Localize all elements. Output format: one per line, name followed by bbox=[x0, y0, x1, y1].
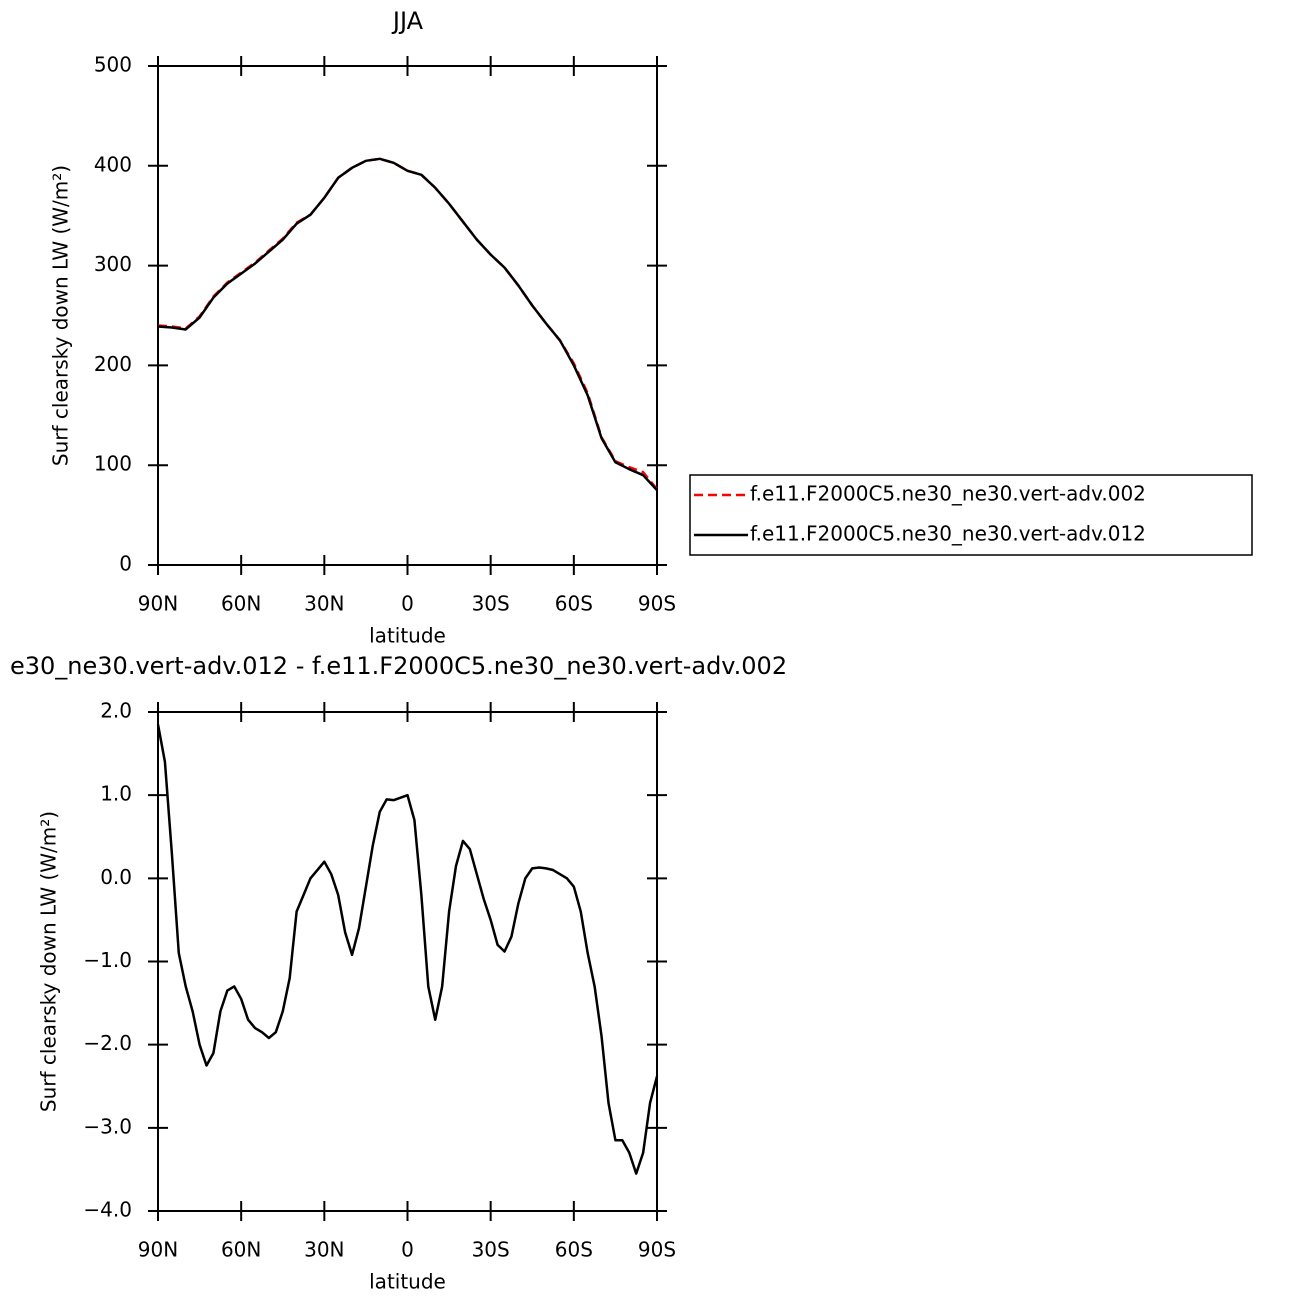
y-tick-label: −1.0 bbox=[83, 948, 132, 972]
chart-title: e30_ne30.vert-adv.012 - f.e11.F2000C5.ne… bbox=[10, 652, 787, 680]
legend-label: f.e11.F2000C5.ne30_ne30.vert-adv.002 bbox=[750, 482, 1146, 506]
x-tick-label: 30N bbox=[304, 1238, 344, 1262]
legend-label: f.e11.F2000C5.ne30_ne30.vert-adv.012 bbox=[750, 522, 1146, 546]
y-tick-label: −4.0 bbox=[83, 1198, 132, 1222]
y-tick-label: 400 bbox=[94, 152, 132, 176]
x-axis-label: latitude bbox=[369, 624, 446, 648]
y-tick-label: 1.0 bbox=[100, 782, 132, 806]
x-tick-label: 90N bbox=[138, 592, 178, 616]
x-tick-label: 90N bbox=[138, 1238, 178, 1262]
x-tick-label: 60S bbox=[555, 1238, 593, 1262]
x-tick-label: 60N bbox=[221, 592, 261, 616]
plot-frame bbox=[157, 711, 658, 1212]
x-tick-label: 60N bbox=[221, 1238, 261, 1262]
x-tick-label: 90S bbox=[638, 592, 676, 616]
y-tick-label: 100 bbox=[94, 452, 132, 476]
y-tick-label: 0.0 bbox=[100, 865, 132, 889]
x-tick-label: 30S bbox=[472, 1238, 510, 1262]
x-tick-label: 30S bbox=[472, 592, 510, 616]
y-axis-label: Surf clearsky down LW (W/m²) bbox=[49, 165, 73, 466]
chart-title: JJA bbox=[391, 7, 424, 35]
y-tick-label: 500 bbox=[94, 53, 132, 77]
y-axis-label: Surf clearsky down LW (W/m²) bbox=[37, 811, 61, 1112]
x-tick-label: 0 bbox=[401, 1238, 414, 1262]
x-tick-label: 60S bbox=[555, 592, 593, 616]
data-line bbox=[156, 724, 659, 1175]
data-line bbox=[157, 157, 658, 490]
x-tick-label: 90S bbox=[638, 1238, 676, 1262]
y-tick-label: 300 bbox=[94, 252, 132, 276]
y-tick-label: −3.0 bbox=[83, 1114, 132, 1138]
x-axis-label: latitude bbox=[369, 1270, 446, 1294]
legend-box bbox=[689, 474, 1253, 556]
y-tick-label: −2.0 bbox=[83, 1031, 132, 1055]
x-tick-label: 0 bbox=[401, 592, 414, 616]
y-tick-label: 200 bbox=[94, 352, 132, 376]
data-line bbox=[157, 157, 658, 491]
x-tick-label: 30N bbox=[304, 592, 344, 616]
y-tick-label: 0 bbox=[119, 552, 132, 576]
plot-frame bbox=[157, 65, 658, 566]
y-tick-label: 2.0 bbox=[100, 699, 132, 723]
